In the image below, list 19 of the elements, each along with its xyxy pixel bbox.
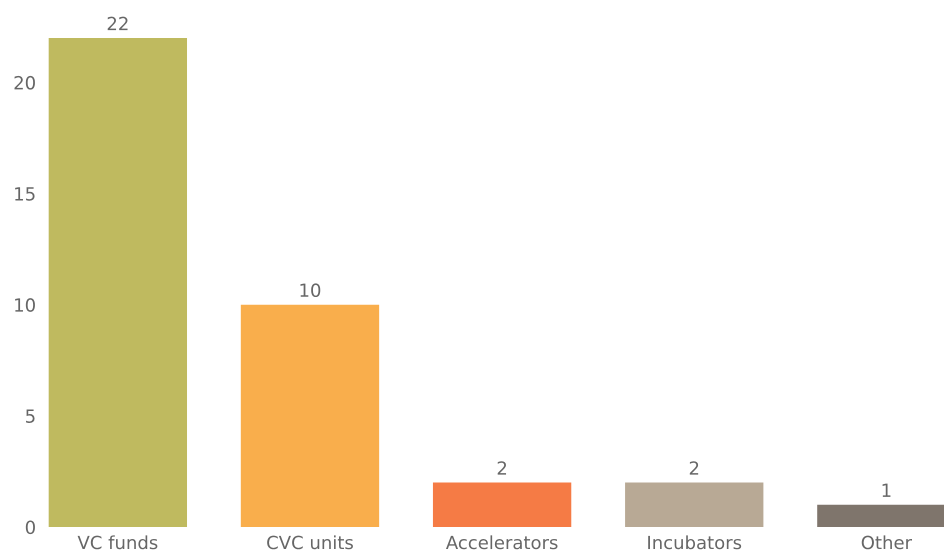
data-label: 22: [108, 16, 128, 30]
x-tick-label: Accelerators: [446, 535, 558, 550]
data-label: 10: [300, 283, 320, 298]
x-tick-label: VC funds: [78, 535, 158, 550]
x-tick-label: Other: [862, 535, 912, 550]
y-tick-label: 5: [26, 410, 35, 423]
bar: [48, 38, 188, 527]
y-tick-label: 15: [15, 187, 35, 201]
y-tick-label: 20: [14, 76, 35, 90]
bar: [432, 482, 572, 527]
data-label: 1: [882, 484, 890, 497]
x-tick-label: Incubators: [648, 535, 742, 550]
y-tick-label: 0: [26, 520, 35, 534]
data-label: 2: [498, 461, 506, 475]
bar: [625, 482, 764, 527]
y-tick-label: 10: [15, 298, 35, 312]
x-tick-label: CVC units: [267, 535, 353, 550]
data-label: 2: [690, 461, 698, 475]
bar: [240, 304, 380, 527]
